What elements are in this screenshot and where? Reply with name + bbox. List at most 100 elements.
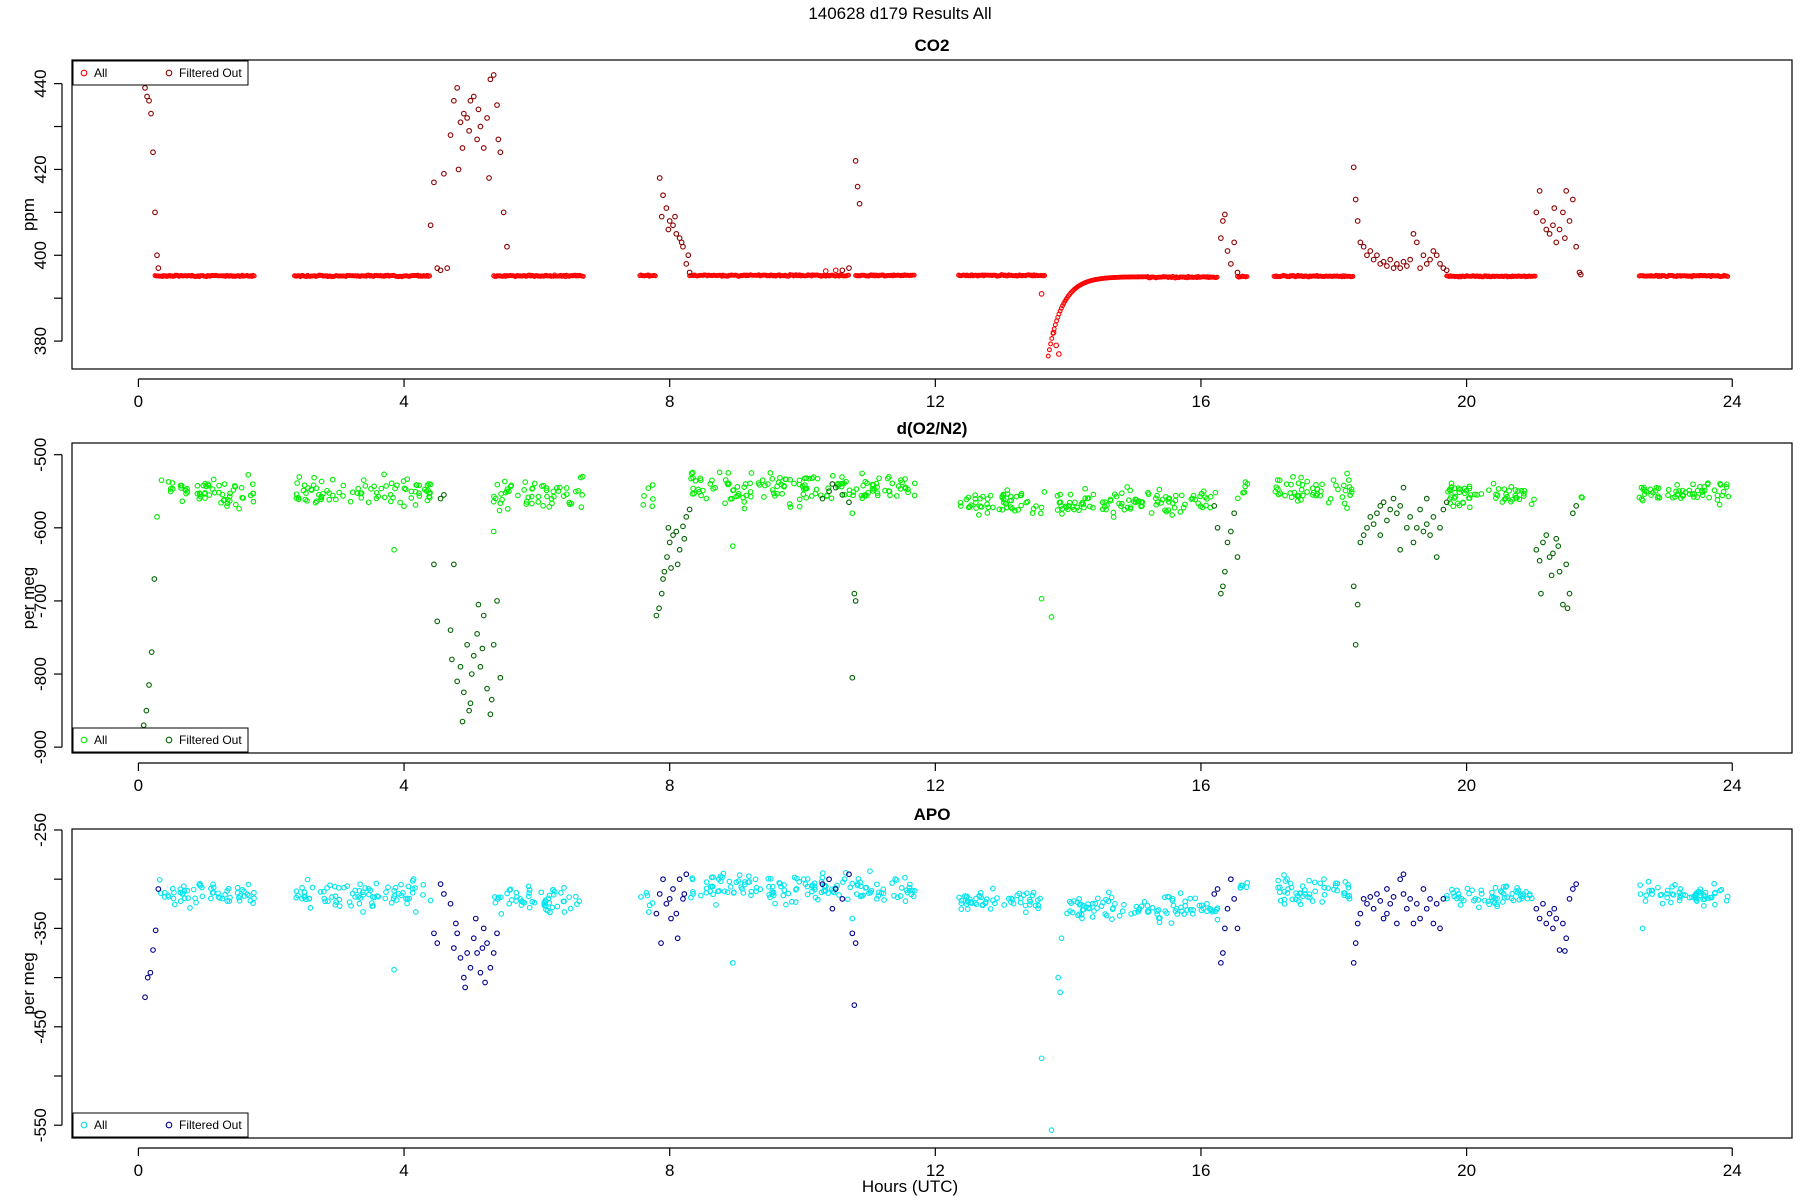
- o2n2-point-all: [577, 474, 584, 481]
- apo-point-all: [1214, 916, 1221, 923]
- o2n2-point-all: [1103, 506, 1109, 513]
- o2n2-point-all: [202, 490, 208, 496]
- apo-legend-all-label: All: [94, 1118, 107, 1132]
- o2n2-point-filtered: [1427, 532, 1433, 538]
- o2n2-point-all: [1276, 477, 1283, 484]
- apo-point-all: [234, 884, 241, 891]
- apo-point-all: [1311, 879, 1318, 886]
- o2n2-point-all: [416, 482, 423, 489]
- o2n2-point-all: [1656, 494, 1663, 501]
- apo-point-all: [1657, 892, 1664, 899]
- o2n2-point-all: [724, 480, 731, 487]
- o2n2-point-all: [318, 478, 325, 485]
- o2n2-point-all: [336, 489, 342, 496]
- o2n2-point-all: [1347, 492, 1354, 499]
- o2n2-point-all: [1304, 478, 1311, 485]
- o2n2-point-filtered: [1370, 521, 1377, 528]
- o2n2-point-all: [548, 495, 555, 502]
- apo-point-all: [506, 900, 513, 907]
- o2n2-legend-all-label: All: [94, 733, 107, 747]
- co2-legend: [72, 60, 249, 86]
- apo-point-all: [1064, 910, 1070, 917]
- apo-point-all: [348, 903, 354, 909]
- apo-point-all: [382, 895, 389, 902]
- apo-point-all: [767, 894, 773, 901]
- o2n2-point-all: [221, 481, 228, 487]
- o2n2-point-all: [987, 492, 994, 499]
- o2n2-point-all: [326, 496, 333, 503]
- o2n2-point-all: [215, 489, 222, 496]
- apo-point-all: [180, 883, 187, 890]
- apo-point-all: [1664, 887, 1671, 894]
- co2-point-filtered: [504, 243, 510, 250]
- o2n2-panel: d(O2/N2) per meg 0 4 8 12 16 20 24 -500 -600 -700…: [19, 419, 1793, 795]
- o2n2-point-all: [1085, 495, 1092, 502]
- co2-point-filtered: [663, 205, 670, 211]
- apo-point-all: [793, 885, 800, 892]
- o2n2-point-all: [329, 492, 336, 499]
- apo-point-all: [1187, 895, 1194, 902]
- o2n2-point-all: [999, 493, 1006, 500]
- o2n2-point-all: [695, 486, 702, 493]
- apo-point-all: [1341, 890, 1347, 896]
- co2-point-filtered: [155, 265, 162, 271]
- co2-y-axis-label: ppm: [19, 198, 38, 231]
- apo-point-all: [362, 885, 369, 891]
- o2n2-point-all: [1466, 504, 1473, 511]
- o2n2-point-filtered: [1538, 590, 1544, 597]
- o2n2-point-all: [1082, 495, 1089, 502]
- o2n2-point-all: [332, 496, 339, 503]
- co2-legend-filtered-marker: [165, 69, 173, 77]
- apo-point-all: [1475, 897, 1482, 903]
- o2n2-point-all: [508, 482, 515, 489]
- o2n2-point-filtered: [477, 663, 484, 670]
- apo-point-all: [781, 887, 788, 894]
- o2n2-legend-all-marker: [80, 736, 88, 744]
- o2n2-point-all: [197, 493, 204, 500]
- o2n2-point-filtered: [1564, 605, 1571, 612]
- apo-point-all: [375, 893, 382, 900]
- apo-point-all: [1489, 889, 1495, 896]
- o2n2-point-filtered: [475, 601, 482, 608]
- o2n2-point-all: [546, 504, 553, 510]
- apo-point-filtered: [1420, 886, 1427, 892]
- apo-point-all: [863, 884, 870, 891]
- co2-point-filtered: [495, 136, 502, 143]
- co2-point-filtered: [854, 183, 861, 190]
- apo-point-filtered: [1533, 905, 1540, 912]
- o2n2-point-all: [860, 482, 867, 489]
- o2n2-point-all: [1024, 498, 1031, 505]
- o2n2-point-all: [1240, 489, 1246, 496]
- apo-plot-frame: [71, 828, 1793, 1139]
- co2-point-filtered: [1437, 261, 1443, 267]
- o2n2-point-filtered: [683, 513, 690, 520]
- apo-point-all: [526, 890, 532, 896]
- co2-point-filtered: [497, 149, 504, 156]
- co2-point-filtered: [1569, 196, 1576, 203]
- apo-point-all: [1707, 894, 1714, 901]
- apo-point-all: [352, 894, 358, 900]
- co2-point-all: [1050, 329, 1057, 336]
- co2-point-filtered: [1553, 239, 1560, 246]
- o2n2-point-all: [179, 498, 186, 505]
- apo-point-filtered: [1367, 894, 1374, 900]
- apo-point-all: [1724, 893, 1731, 900]
- o2n2-point-all: [247, 492, 254, 499]
- apo-point-all: [199, 893, 206, 900]
- apo-point-all: [390, 895, 397, 902]
- apo-point-all: [962, 893, 968, 899]
- o2n2-point-all: [401, 503, 407, 510]
- o2n2-point-all: [504, 488, 510, 495]
- apo-point-filtered: [1222, 925, 1228, 932]
- co2-point-filtered: [1410, 230, 1417, 237]
- apo-point-all: [1121, 901, 1127, 908]
- apo-point-all: [1711, 880, 1718, 887]
- co2-point-filtered: [846, 265, 852, 271]
- o2n2-point-all: [1456, 489, 1463, 496]
- apo-point-all: [1469, 887, 1475, 894]
- o2n2-point-all: [965, 504, 972, 511]
- co2-point-filtered: [1577, 271, 1584, 278]
- o2n2-point-all: [1665, 492, 1671, 499]
- o2n2-point-all: [1294, 497, 1301, 504]
- apo-point-filtered: [1352, 940, 1359, 947]
